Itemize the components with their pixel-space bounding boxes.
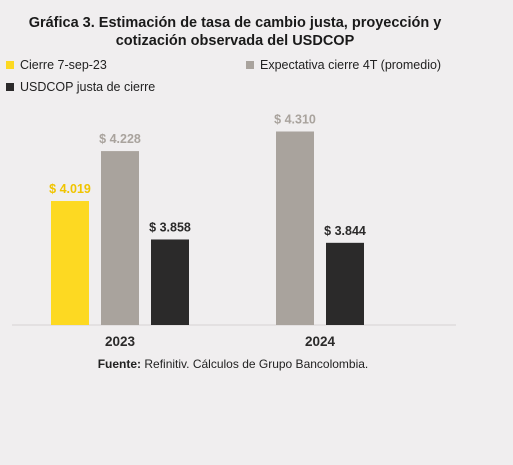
chart-title-line1: Gráfica 3. Estimación de tasa de cambio …: [28, 15, 442, 31]
source-note: Fuente: Refinitiv. Cálculos de Grupo Ban…: [0, 357, 466, 371]
legend-swatch-cierre: [6, 61, 14, 69]
data-label-2023-series-0: $ 4.019: [49, 182, 91, 196]
legend-item-cierre: Cierre 7-sep-23: [6, 58, 107, 72]
source-label: Fuente:: [97, 357, 142, 371]
bar-2024-series-2: [326, 242, 364, 325]
legend-item-justa: USDCOP justa de cierre: [6, 80, 155, 94]
x-tick-label-2024: 2024: [305, 334, 336, 349]
legend-swatch-expectativa: [246, 61, 254, 69]
bar-2023-series-2: [151, 239, 189, 325]
legend-label-expectativa: Expectativa cierre 4T (promedio): [260, 58, 442, 72]
legend-swatch-justa: [6, 83, 14, 91]
legend-label-justa: USDCOP justa de cierre: [20, 80, 156, 94]
legend-item-expectativa: Expectativa cierre 4T (promedio): [246, 58, 441, 72]
legend-label-cierre: Cierre 7-sep-23: [20, 58, 107, 72]
source-text: Refinitiv. Cálculos de Grupo Bancolombia…: [141, 357, 369, 371]
bar-2024-series-1: [276, 131, 314, 325]
bar-2023-series-1: [101, 151, 139, 325]
x-tick-label-2023: 2023: [105, 334, 136, 349]
chart-title-line2: cotización observada del USDCOP: [115, 33, 355, 49]
data-label-2023-series-1: $ 4.228: [99, 132, 141, 146]
bar-2023-series-0: [51, 201, 89, 325]
data-label-2024-series-2: $ 3.844: [324, 224, 366, 238]
chart-title: Gráfica 3. Estimación de tasa de cambio …: [0, 14, 470, 50]
data-label-2023-series-2: $ 3.858: [149, 220, 191, 234]
data-label-2024-series-1: $ 4.310: [274, 113, 316, 127]
